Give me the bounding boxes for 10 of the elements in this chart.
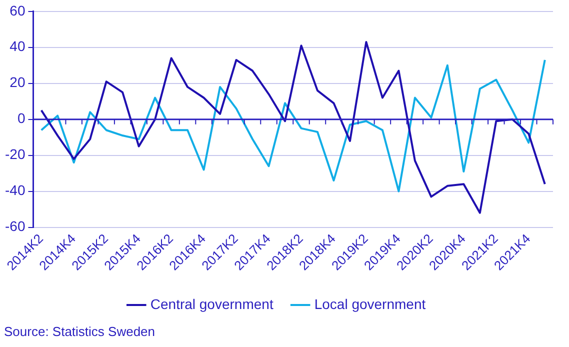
- y-tick-label: -40: [5, 182, 26, 198]
- y-tick-label: -20: [5, 146, 26, 162]
- y-tick-label: 40: [10, 38, 26, 54]
- legend-label: Local government: [314, 296, 426, 312]
- y-tick-label: 0: [17, 110, 26, 126]
- legend-label: Central government: [150, 296, 274, 312]
- y-tick-label: -60: [5, 218, 26, 234]
- source-note: Source: Statistics Sweden: [4, 324, 156, 339]
- y-tick-label: 60: [10, 2, 26, 18]
- y-tick-label: 20: [10, 74, 26, 90]
